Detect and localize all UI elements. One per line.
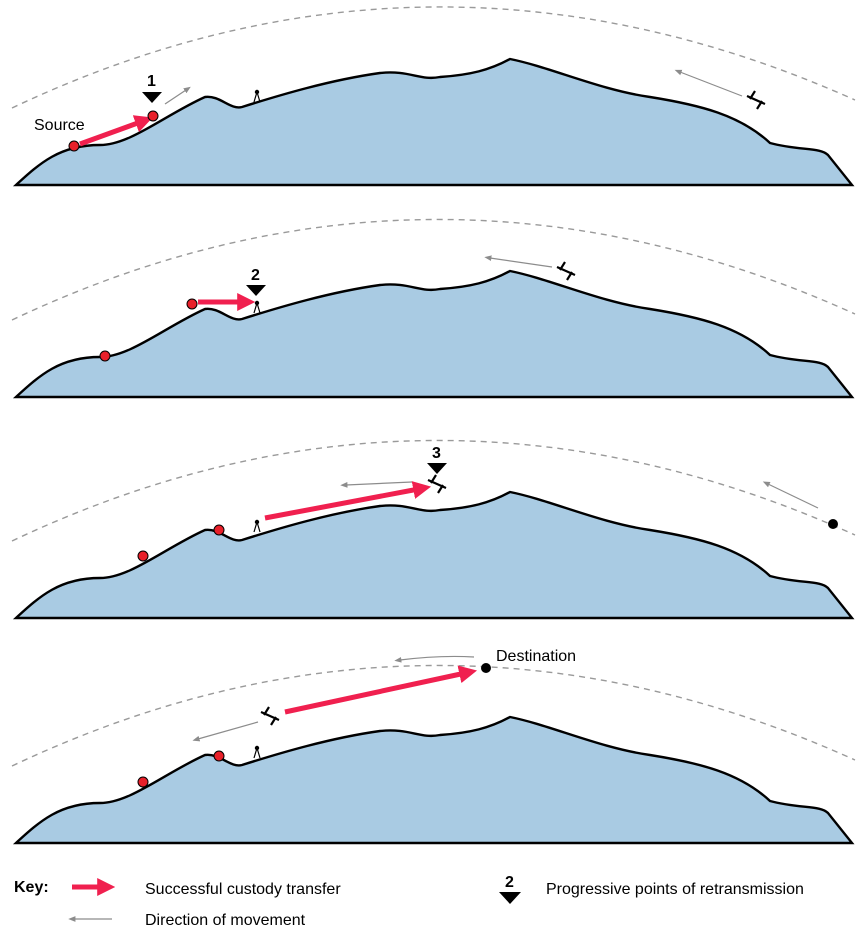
destination-label: Destination xyxy=(496,648,576,665)
orbit-arc xyxy=(11,664,856,767)
relay-node xyxy=(213,524,225,536)
direction-arrow xyxy=(484,255,553,268)
terrain xyxy=(14,269,854,399)
orbit-arc xyxy=(11,439,856,542)
legend-retransmission-label: Progressive points of retransmission xyxy=(546,881,804,898)
source-label: Source xyxy=(34,117,85,134)
panel-4: Destination xyxy=(11,648,856,845)
relay-node xyxy=(99,350,111,362)
legend-retransmission-number: 2 xyxy=(505,874,514,891)
retransmission-number: 2 xyxy=(251,267,260,284)
retransmission-number: 3 xyxy=(432,445,441,462)
direction-arrow xyxy=(762,481,819,509)
custody-transfer-arrow xyxy=(79,115,153,147)
ground-antenna-icon xyxy=(253,519,261,533)
direction-arrow xyxy=(394,655,475,663)
relay-node xyxy=(213,750,225,762)
destination-node xyxy=(828,519,838,529)
direction-arrow xyxy=(674,69,743,97)
custody-transfer-arrow xyxy=(264,481,432,521)
relay-node xyxy=(137,550,149,562)
panel-1: Source 1 xyxy=(11,6,856,187)
destination-node xyxy=(481,663,491,673)
retransmission-number: 1 xyxy=(147,73,156,90)
direction-arrow xyxy=(164,86,191,105)
orbit-arc xyxy=(11,6,856,109)
ground-antenna-icon xyxy=(253,300,261,314)
relay-node xyxy=(186,298,198,310)
satellite-icon xyxy=(259,705,281,727)
relay-node xyxy=(137,776,149,788)
relay-node xyxy=(147,110,159,122)
retransmission-marker-icon xyxy=(427,463,447,474)
legend-transfer-label: Successful custody transfer xyxy=(145,881,341,898)
legend-retransmission-marker-icon xyxy=(499,892,521,904)
retransmission-marker-icon xyxy=(246,285,266,296)
direction-arrow xyxy=(340,481,413,488)
legend: Key: Successful custody transfer Directi… xyxy=(14,874,804,929)
custody-transfer-arrow xyxy=(284,665,478,715)
source-node xyxy=(68,140,80,152)
orbit-arc xyxy=(11,218,856,321)
satellite-icon xyxy=(426,473,448,495)
satellite-icon xyxy=(745,89,767,111)
satellite-icon xyxy=(555,260,577,282)
legend-direction-label: Direction of movement xyxy=(145,912,306,929)
panel-3: 3 xyxy=(11,439,856,620)
legend-title: Key: xyxy=(14,879,49,896)
ground-antenna-icon xyxy=(253,745,261,759)
panel-2: 2 xyxy=(11,218,856,399)
retransmission-marker-icon xyxy=(142,92,162,103)
ground-antenna-icon xyxy=(253,89,261,103)
direction-arrow xyxy=(192,721,259,742)
